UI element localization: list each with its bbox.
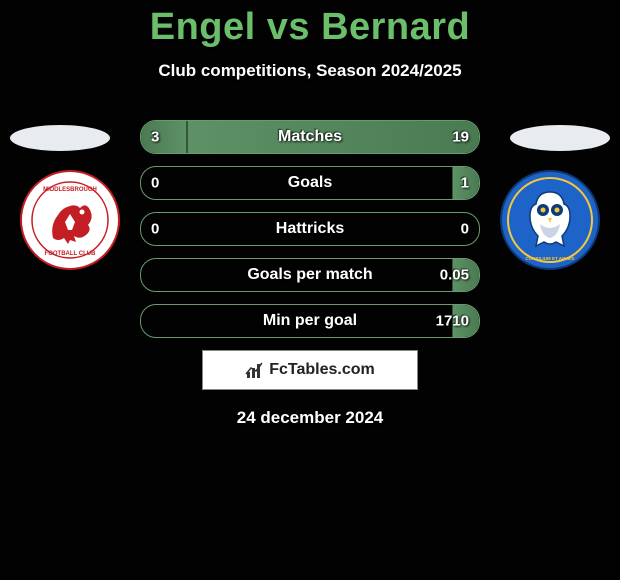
crest-left-bottom-label: FOOTBALL CLUB	[45, 251, 97, 257]
stat-value-right: 19	[452, 129, 469, 146]
lion-icon: MIDDLESBROUGH FOOTBALL CLUB	[20, 170, 120, 270]
page-title: Engel vs Bernard	[0, 0, 620, 49]
stat-row: 0 0 Hattricks	[140, 212, 480, 246]
club-crest-left: MIDDLESBROUGH FOOTBALL CLUB	[20, 170, 120, 270]
stat-bar-left	[141, 121, 187, 153]
bar-chart-icon	[245, 360, 265, 380]
stat-value-right: 0.05	[440, 267, 469, 284]
stat-row: 0 1 Goals	[140, 166, 480, 200]
stats-container: 3 19 Matches 0 1 Goals 0 0 Hattricks 0.05 Goals pe…	[140, 120, 480, 428]
stat-value-left: 3	[151, 129, 159, 146]
footer-date: 24 december 2024	[140, 408, 480, 428]
stat-label: Hattricks	[276, 220, 344, 238]
stat-value-right: 1	[461, 175, 469, 192]
stat-value-right: 1710	[436, 313, 469, 330]
crest-right-label: CONSILIUM ET ANIMIS	[525, 256, 574, 261]
player-left-ellipse	[10, 125, 110, 151]
stat-label: Goals per match	[247, 266, 372, 284]
brand-box[interactable]: FcTables.com	[202, 350, 418, 390]
stat-row: 1710 Min per goal	[140, 304, 480, 338]
stat-label: Matches	[278, 128, 342, 146]
stat-label: Goals	[288, 174, 332, 192]
page-subtitle: Club competitions, Season 2024/2025	[0, 61, 620, 81]
stat-row: 3 19 Matches	[140, 120, 480, 154]
stat-value-left: 0	[151, 175, 159, 192]
club-crest-right: CONSILIUM ET ANIMIS	[500, 170, 600, 270]
crest-left-top-label: MIDDLESBROUGH	[43, 187, 97, 193]
stat-row: 0.05 Goals per match	[140, 258, 480, 292]
owl-icon: CONSILIUM ET ANIMIS	[500, 170, 600, 270]
player-right-ellipse	[510, 125, 610, 151]
stat-value-right: 0	[461, 221, 469, 238]
brand-text: FcTables.com	[269, 361, 375, 379]
stat-value-left: 0	[151, 221, 159, 238]
stat-label: Min per goal	[263, 312, 357, 330]
